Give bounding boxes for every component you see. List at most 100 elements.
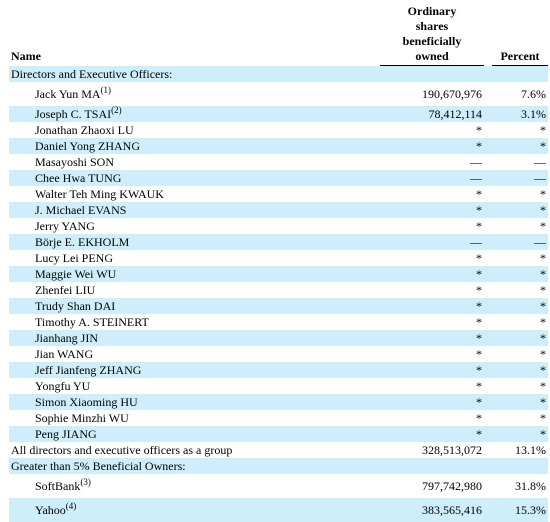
header-shares: Ordinary shares beneficially owned	[380, 0, 484, 66]
percent-value: *	[492, 266, 548, 282]
person-name: Daniel Yong ZHANG	[9, 138, 380, 154]
table-row: Chee Hwa TUNG — —	[9, 170, 548, 186]
table-row: Simon Xiaoming HU * *	[9, 394, 548, 410]
person-name: Sophie Minzhi WU	[35, 411, 129, 425]
table-row: Peng JIANG * *	[9, 426, 548, 442]
group-total-shares: 328,513,072	[422, 443, 482, 457]
table-row: Trudy Shan DAI * *	[9, 298, 548, 314]
shares-value: *	[476, 187, 482, 201]
shares-value: *	[476, 123, 482, 137]
person-name: Masayoshi SON	[35, 155, 115, 169]
section-label-beneficial: Greater than 5% Beneficial Owners:	[9, 458, 548, 474]
footnote-ref: (2)	[111, 106, 122, 115]
person-name: Yongfu YU	[35, 379, 91, 393]
percent-value: —	[534, 155, 546, 169]
header-gap	[484, 0, 492, 66]
shares-value: 797,742,980	[422, 479, 482, 493]
person-name: Jerry YANG	[35, 219, 95, 233]
shares-value: —	[380, 234, 484, 250]
percent-value: 7.6%	[521, 87, 546, 101]
shares-value: *	[476, 219, 482, 233]
person-name: Simon Xiaoming HU	[9, 394, 380, 410]
person-name: Jack Yun MA(1)	[35, 85, 112, 102]
group-total-label: All directors and executive officers as …	[11, 443, 233, 457]
percent-value: *	[540, 411, 546, 425]
percent-value: 3.1%	[492, 106, 548, 122]
table-row: Jianhang JIN * *	[9, 330, 548, 346]
person-name: J. Michael EVANS	[9, 202, 380, 218]
person-name: Börje E. EKHOLM	[9, 234, 380, 250]
person-name: Lucy Lei PENG	[35, 251, 113, 265]
percent-value: *	[540, 251, 546, 265]
shares-value: *	[380, 426, 484, 442]
beneficial-ownership-table: Name Ordinary shares beneficially owned …	[9, 0, 548, 522]
group-total-percent: 13.1%	[515, 443, 546, 457]
percent-value: *	[540, 379, 546, 393]
table-row: Joseph C. TSAI(2) 78,412,114 3.1%	[9, 106, 548, 122]
footnote-ref: (1)	[100, 85, 112, 95]
table-row: Maggie Wei WU * *	[9, 266, 548, 282]
percent-value: *	[492, 394, 548, 410]
percent-value: *	[492, 202, 548, 218]
person-name: Chee Hwa TUNG	[9, 170, 380, 186]
header-percent-label: Percent	[492, 49, 548, 66]
shares-value: *	[380, 202, 484, 218]
shares-value: *	[380, 138, 484, 154]
person-name: Joseph C. TSAI(2)	[9, 106, 380, 122]
percent-value: *	[540, 283, 546, 297]
person-name: Jeff Jianfeng ZHANG	[9, 362, 380, 378]
shares-value: *	[476, 411, 482, 425]
shares-value: *	[476, 379, 482, 393]
percent-value: —	[492, 234, 548, 250]
percent-value: *	[540, 187, 546, 201]
section-row-directors: Directors and Executive Officers:	[9, 66, 548, 82]
person-name: Jonathan Zhaoxi LU	[35, 123, 134, 137]
person-name: Peng JIANG	[9, 426, 380, 442]
person-name: Maggie Wei WU	[9, 266, 380, 282]
shares-value: —	[470, 155, 482, 169]
owner-name: Yahoo(4)	[9, 498, 380, 522]
table-row: Walter Teh Ming KWAUK * *	[9, 186, 548, 202]
shares-value: *	[476, 283, 482, 297]
table-row: Lucy Lei PENG * *	[9, 250, 548, 266]
shares-value: 78,412,114	[380, 106, 484, 122]
table-row: Timothy A. STEINERT * *	[9, 314, 548, 330]
shares-value: *	[380, 330, 484, 346]
shares-value: *	[380, 362, 484, 378]
percent-value: *	[492, 362, 548, 378]
table-row: Jonathan Zhaoxi LU * *	[9, 122, 548, 138]
person-name: Walter Teh Ming KWAUK	[35, 187, 164, 201]
person-name: Jian WANG	[35, 347, 94, 361]
percent-value: *	[540, 123, 546, 137]
table-row: Yongfu YU * *	[9, 378, 548, 394]
shares-value: 190,670,976	[422, 87, 482, 101]
shares-value: *	[476, 251, 482, 265]
percent-value: *	[492, 426, 548, 442]
footnote-ref: (3)	[80, 477, 91, 487]
footnote-ref: (4)	[65, 501, 77, 511]
header-shares-line4: owned	[380, 49, 484, 66]
person-name: Jianhang JIN	[9, 330, 380, 346]
percent-value: 15.3%	[492, 498, 548, 522]
shares-value: 383,565,416	[380, 498, 484, 522]
percent-value: 31.8%	[515, 479, 546, 493]
owner-name: SoftBank(3)	[35, 477, 91, 494]
percent-value: *	[540, 315, 546, 329]
table-row: Masayoshi SON — —	[9, 154, 548, 170]
header-shares-line2: shares	[415, 19, 449, 33]
percent-value: —	[492, 170, 548, 186]
table-row: SoftBank(3) 797,742,980 31.8%	[9, 474, 548, 498]
header-shares-line3: beneficially	[402, 34, 462, 48]
person-name: Timothy A. STEINERT	[35, 315, 149, 329]
percent-value: *	[492, 138, 548, 154]
percent-value: *	[540, 219, 546, 233]
table-row: Sophie Minzhi WU * *	[9, 410, 548, 426]
table-row: Yahoo(4) 383,565,416 15.3%	[9, 498, 548, 522]
percent-value: *	[492, 330, 548, 346]
header-percent: Percent	[492, 0, 548, 66]
table-row: Zhenfei LIU * *	[9, 282, 548, 298]
shares-value: *	[476, 315, 482, 329]
shares-value: *	[380, 266, 484, 282]
shares-value: *	[476, 347, 482, 361]
